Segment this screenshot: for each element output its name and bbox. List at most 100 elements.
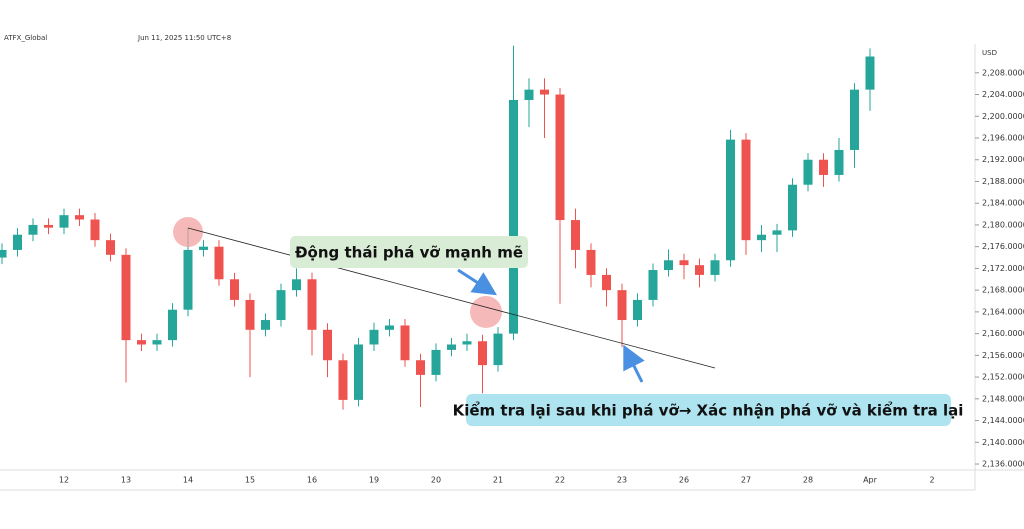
x-tick-label: 19 bbox=[369, 476, 379, 485]
candle-body bbox=[834, 149, 844, 175]
candle-body bbox=[276, 290, 286, 321]
y-tick-label: 2,144.0000 bbox=[982, 416, 1024, 425]
y-tick-label: 2,180.0000 bbox=[982, 220, 1024, 229]
y-tick-label: 2,140.0000 bbox=[982, 438, 1024, 447]
candle-body bbox=[633, 299, 642, 321]
candle-body bbox=[199, 246, 208, 250]
candle-body bbox=[323, 329, 332, 361]
candle-body bbox=[44, 224, 53, 228]
y-tick-label: 2,184.0000 bbox=[982, 199, 1024, 208]
candle-body bbox=[416, 360, 425, 375]
candle-body bbox=[648, 270, 658, 300]
y-tick-label: 2,200.0000 bbox=[982, 112, 1024, 121]
candle-body bbox=[819, 159, 828, 175]
candle-body bbox=[183, 249, 193, 310]
y-tick-label: 2,176.0000 bbox=[982, 242, 1024, 251]
candle-body bbox=[75, 215, 84, 220]
candle-body bbox=[137, 340, 146, 345]
candle-body bbox=[478, 341, 487, 366]
timestamp: Jun 11, 2025 11:50 UTC+8 bbox=[137, 34, 231, 42]
candle-body bbox=[726, 139, 735, 261]
candle-body bbox=[555, 94, 565, 221]
x-tick-label: 12 bbox=[59, 476, 69, 485]
candle-body bbox=[710, 260, 720, 275]
candle-body bbox=[462, 341, 472, 345]
y-tick-label: 2,168.0000 bbox=[982, 286, 1024, 295]
highlight bbox=[470, 296, 502, 328]
x-tick-label: 2 bbox=[929, 476, 934, 485]
candle-body bbox=[168, 309, 177, 341]
y-tick-label: 2,204.0000 bbox=[982, 90, 1024, 99]
candle-body bbox=[571, 220, 580, 250]
x-tick-label: 23 bbox=[617, 476, 627, 485]
candle-body bbox=[509, 99, 518, 334]
candle-body bbox=[90, 219, 100, 241]
candle-body bbox=[214, 246, 224, 280]
symbol: ATFX_Global bbox=[4, 34, 47, 42]
y-tick-label: 2,148.0000 bbox=[982, 394, 1024, 403]
candle-body bbox=[338, 360, 348, 400]
candle-body bbox=[757, 234, 766, 241]
arrow bbox=[457, 268, 498, 296]
candle-body bbox=[431, 349, 441, 375]
callout-box bbox=[466, 394, 951, 426]
x-tick-label: 21 bbox=[493, 476, 503, 485]
candle-body bbox=[741, 139, 751, 241]
candle-body bbox=[850, 89, 859, 150]
y-tick-label: 2,152.0000 bbox=[982, 373, 1024, 382]
x-tick-label: 14 bbox=[183, 476, 193, 485]
candle-body bbox=[695, 265, 704, 275]
candle-body bbox=[493, 333, 503, 366]
x-tick-label: 28 bbox=[803, 476, 813, 485]
candle-body bbox=[385, 325, 394, 330]
candle-body bbox=[307, 279, 317, 330]
candle-body bbox=[59, 215, 69, 228]
candle-body bbox=[400, 325, 410, 361]
annotations: Động thái phá vỡ mạnh mẽ Kiểm tra lại sa… bbox=[173, 217, 963, 426]
candle-body bbox=[772, 230, 782, 235]
candle-body bbox=[369, 329, 379, 345]
candle-body bbox=[354, 344, 363, 400]
y-tick-label: 2,160.0000 bbox=[982, 329, 1024, 338]
candle-body bbox=[664, 260, 673, 271]
y-tick-label: 2,196.0000 bbox=[982, 134, 1024, 143]
candle-body bbox=[0, 249, 7, 258]
y-tick-label: 2,156.0000 bbox=[982, 351, 1024, 360]
candle-body bbox=[788, 184, 797, 231]
candle-body bbox=[152, 340, 162, 345]
x-tick-label: 27 bbox=[741, 476, 751, 485]
candle-body bbox=[230, 279, 239, 300]
candle-body bbox=[245, 299, 255, 330]
x-tick-label: 22 bbox=[555, 476, 565, 485]
candle-body bbox=[524, 89, 534, 100]
candle-body bbox=[586, 249, 596, 275]
y-tick-label: 2,192.0000 bbox=[982, 155, 1024, 164]
highlight bbox=[173, 217, 203, 247]
plot bbox=[0, 45, 875, 410]
x-tick-label: 20 bbox=[431, 476, 441, 485]
currency: USD bbox=[982, 49, 997, 57]
y-tick-label: 2,208.0000 bbox=[982, 68, 1024, 77]
callout-text: Kiểm tra lại sau khi phá vỡ→ Xác nhận ph… bbox=[453, 401, 964, 420]
x-tick-label: Apr bbox=[863, 476, 878, 485]
candle-body bbox=[292, 279, 301, 291]
x-tick-label: 16 bbox=[307, 476, 317, 485]
candle-body bbox=[261, 320, 270, 330]
y-tick-label: 2,164.0000 bbox=[982, 307, 1024, 316]
candle-body bbox=[803, 159, 813, 185]
candle-body bbox=[106, 240, 115, 255]
candle-body bbox=[13, 234, 22, 250]
candle-body bbox=[602, 274, 611, 291]
y-tick-label: 2,172.0000 bbox=[982, 264, 1024, 273]
x-tick-label: 13 bbox=[121, 476, 131, 485]
candle-body bbox=[617, 290, 627, 321]
candle-body bbox=[865, 56, 875, 90]
candle-body bbox=[447, 344, 456, 350]
candle-body bbox=[121, 254, 131, 341]
callout-text: Động thái phá vỡ mạnh mẽ bbox=[295, 244, 523, 262]
candle-body bbox=[28, 224, 38, 235]
x-tick-label: 15 bbox=[245, 476, 255, 485]
candle-body bbox=[679, 260, 689, 266]
y-tick-label: 2,136.0000 bbox=[982, 460, 1024, 469]
